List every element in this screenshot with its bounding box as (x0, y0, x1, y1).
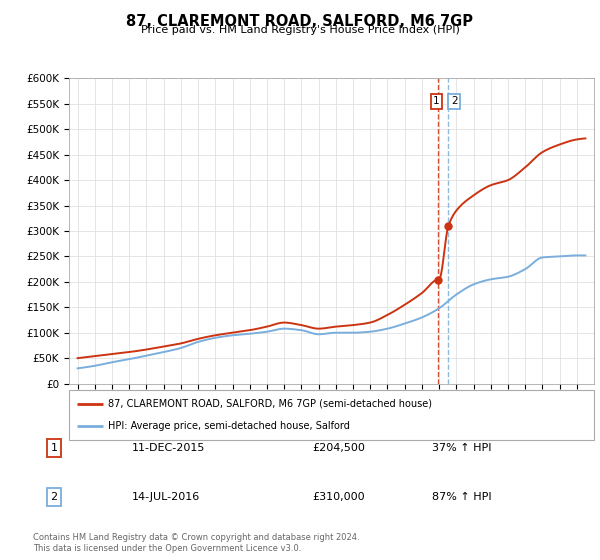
Text: 14-JUL-2016: 14-JUL-2016 (132, 492, 200, 502)
Text: 87% ↑ HPI: 87% ↑ HPI (432, 492, 491, 502)
Text: 2: 2 (451, 96, 458, 106)
Text: 37% ↑ HPI: 37% ↑ HPI (432, 443, 491, 453)
Text: 87, CLAREMONT ROAD, SALFORD, M6 7GP: 87, CLAREMONT ROAD, SALFORD, M6 7GP (127, 14, 473, 29)
Text: £204,500: £204,500 (312, 443, 365, 453)
Text: Contains HM Land Registry data © Crown copyright and database right 2024.
This d: Contains HM Land Registry data © Crown c… (33, 533, 359, 553)
Text: Price paid vs. HM Land Registry's House Price Index (HPI): Price paid vs. HM Land Registry's House … (140, 25, 460, 35)
Text: HPI: Average price, semi-detached house, Salford: HPI: Average price, semi-detached house,… (109, 421, 350, 431)
Text: 2: 2 (50, 492, 58, 502)
Text: 11-DEC-2015: 11-DEC-2015 (132, 443, 205, 453)
Text: 1: 1 (50, 443, 58, 453)
Text: 1: 1 (433, 96, 440, 106)
Text: 87, CLAREMONT ROAD, SALFORD, M6 7GP (semi-detached house): 87, CLAREMONT ROAD, SALFORD, M6 7GP (sem… (109, 399, 433, 409)
Text: £310,000: £310,000 (312, 492, 365, 502)
